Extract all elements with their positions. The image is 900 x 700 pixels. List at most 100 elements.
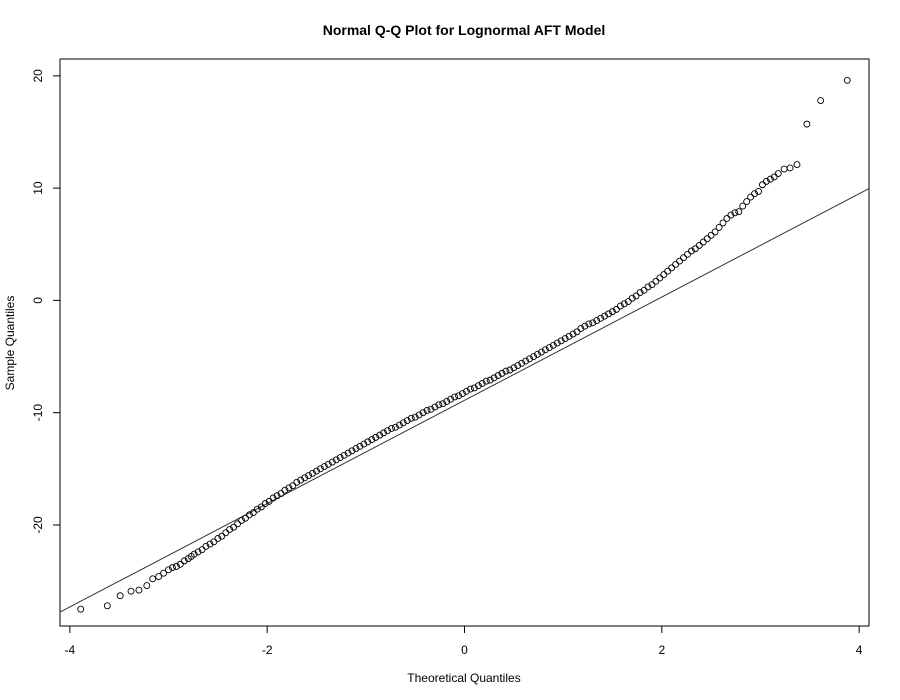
data-point	[660, 271, 668, 279]
data-point	[817, 97, 825, 104]
data-point	[502, 367, 510, 375]
data-point	[176, 560, 184, 568]
data-point	[534, 350, 541, 358]
data-point	[652, 277, 660, 285]
data-point	[739, 202, 747, 210]
data-point	[557, 337, 565, 345]
data-point	[758, 181, 766, 189]
data-point	[415, 411, 423, 419]
y-tick-label: 0	[31, 297, 45, 304]
data-point	[257, 503, 265, 511]
data-point	[320, 463, 328, 471]
data-point	[336, 454, 344, 462]
data-point	[380, 429, 388, 437]
y-tick-label: -10	[31, 404, 45, 422]
data-point	[640, 286, 648, 294]
data-point	[301, 474, 309, 482]
data-point	[388, 424, 395, 432]
data-point	[285, 484, 293, 492]
data-point	[715, 223, 723, 231]
data-point	[518, 359, 526, 367]
data-point	[719, 219, 727, 227]
data-point	[143, 582, 151, 590]
qq-reference-line	[60, 188, 869, 613]
y-tick-label: 20	[31, 69, 45, 83]
data-point	[585, 320, 593, 328]
x-axis-label: Theoretical Quantiles	[407, 671, 520, 685]
data-point	[703, 235, 711, 243]
data-point	[340, 451, 348, 459]
data-point	[206, 540, 214, 548]
data-point	[210, 538, 218, 546]
data-point	[538, 348, 545, 356]
data-point	[541, 346, 549, 354]
x-axis: -4 -2 0 2 4	[65, 626, 863, 657]
data-point	[273, 492, 281, 500]
data-point	[261, 500, 269, 508]
data-point	[593, 317, 601, 325]
data-point	[597, 314, 605, 322]
data-point	[526, 355, 534, 363]
data-point	[648, 281, 656, 289]
data-point	[249, 509, 257, 517]
data-point	[762, 177, 770, 185]
data-point	[77, 605, 85, 613]
data-point	[620, 300, 628, 308]
data-point	[668, 264, 676, 272]
data-point	[269, 494, 277, 502]
data-point	[348, 447, 356, 455]
data-point	[165, 566, 172, 574]
chart-title: Normal Q-Q Plot for Lognormal AFT Model	[323, 22, 606, 38]
data-point	[194, 548, 202, 556]
plot-area	[60, 76, 869, 613]
series-points	[77, 76, 851, 613]
data-point	[612, 305, 620, 313]
data-point	[636, 289, 644, 296]
data-point	[672, 261, 680, 268]
data-point	[711, 228, 719, 236]
data-point	[470, 384, 478, 392]
data-point	[222, 529, 230, 537]
data-point	[530, 353, 538, 360]
data-point	[403, 417, 411, 424]
data-point	[317, 465, 324, 473]
data-point	[478, 380, 486, 387]
data-point	[253, 505, 261, 513]
data-point	[676, 257, 684, 265]
data-point	[747, 193, 755, 201]
data-point	[707, 231, 715, 239]
data-point	[482, 377, 490, 385]
data-point	[443, 397, 451, 405]
data-point	[664, 267, 672, 275]
data-point	[573, 328, 581, 336]
data-point	[577, 325, 585, 332]
data-point	[180, 557, 188, 565]
data-point	[545, 344, 553, 352]
data-point	[281, 486, 289, 494]
y-axis: -20 -10 0 10 20	[31, 69, 60, 534]
data-point	[277, 490, 285, 497]
data-point	[313, 467, 320, 475]
data-point	[691, 245, 699, 253]
data-point	[601, 312, 609, 320]
data-point	[561, 335, 569, 343]
data-point	[368, 436, 376, 444]
data-point	[451, 393, 459, 401]
x-tick-label: 0	[461, 643, 468, 657]
data-point	[743, 198, 751, 206]
data-point	[735, 208, 743, 216]
data-point	[160, 569, 168, 577]
data-point	[135, 586, 143, 594]
data-point	[435, 401, 443, 409]
x-tick-label: -2	[262, 643, 273, 657]
data-point	[474, 382, 482, 390]
data-point	[553, 339, 561, 347]
data-point	[684, 250, 691, 258]
data-point	[155, 573, 163, 581]
data-point	[680, 254, 687, 262]
data-point	[372, 433, 380, 441]
data-point	[466, 385, 474, 393]
data-point	[376, 431, 384, 439]
